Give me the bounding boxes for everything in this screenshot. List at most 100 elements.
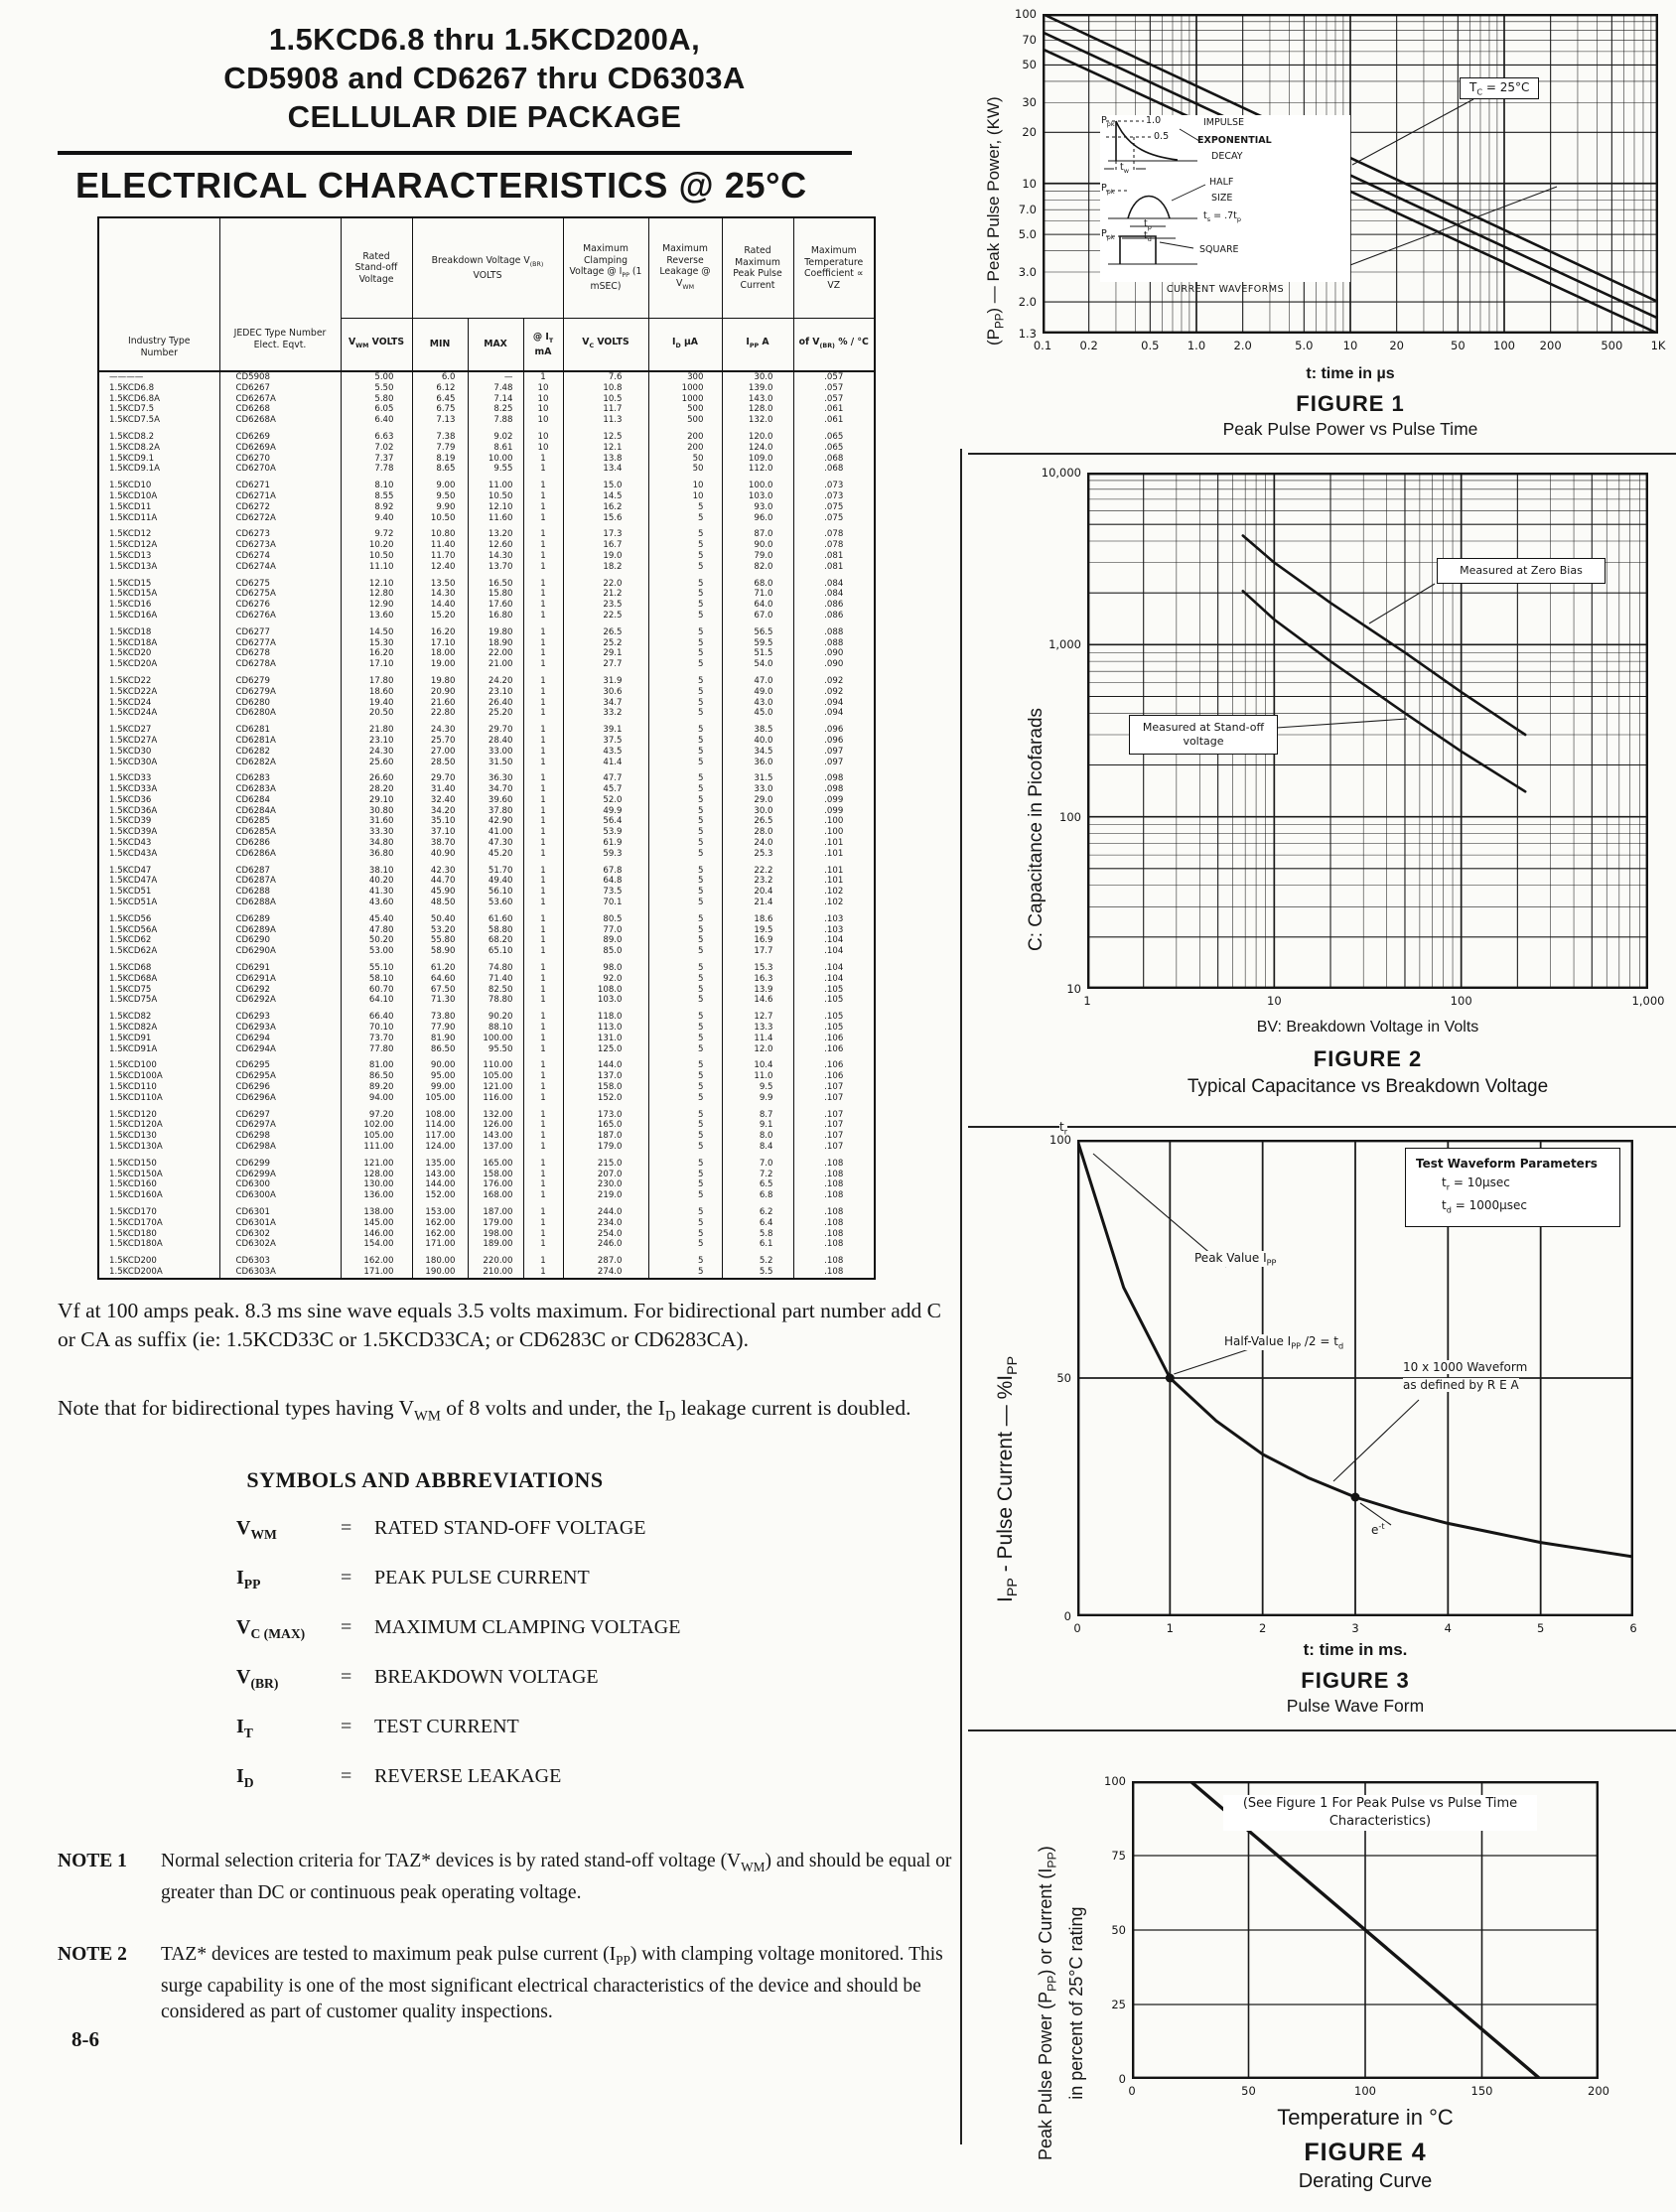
table-cell: 9.5: [721, 1082, 793, 1093]
table-cell: 1: [522, 913, 563, 925]
x-tick-label: 1,000: [1631, 994, 1665, 1008]
table-row: 1.5KCD6.8 CD6267 5.50 6.12 7.48 10 10.8 1000 139…: [97, 382, 875, 394]
table-cell: 1.5KCD9.1: [97, 453, 219, 465]
table-cell: 15.80: [467, 589, 523, 601]
table-row: 1.5KCD56 CD6289 45.40 50.40 61.60 1 80.5 5 18.6.…: [97, 913, 875, 925]
fig3-peak-value-label: Peak Value IPP: [1194, 1251, 1277, 1268]
table-cell: 23.2: [721, 876, 793, 888]
table-cell: 1.5KCD82A: [97, 1023, 219, 1034]
table-row: 1.5KCD43 CD6286 34.80 38.70 47.30 1 61.9 5 24.0.…: [97, 838, 875, 849]
table-cell: CD6273: [218, 529, 341, 541]
table-cell: CD6290A: [218, 946, 341, 958]
table-cell: 39.60: [467, 794, 523, 806]
current-waveforms-caption: CURRENT WAVEFORMS: [1166, 284, 1285, 295]
table-cell: 1: [522, 626, 563, 638]
table-cell: 48.50: [411, 898, 468, 908]
table-cell: CD6275: [218, 578, 341, 590]
table-cell: 86.50: [411, 1043, 468, 1055]
table-row: 1.5KCD62A CD6290A 53.00 58.90 65.10 1 85.0 5 17.…: [97, 946, 875, 958]
y-tick-label: 100: [1015, 7, 1037, 21]
note-2: NOTE 2 TAZ* devices are tested to maximu…: [58, 1942, 956, 2025]
table-cell: 25.60: [340, 757, 412, 768]
table-row: 1.5KCD120A CD6297A 102.00 114.00 126.00 1 165.…: [97, 1120, 875, 1132]
table-cell: 7.88: [467, 415, 523, 426]
table-row: 1.5KCD47 CD6287 38.10 42.30 51.70 1 67.8 5 22.2.…: [97, 865, 875, 877]
table-cell: 55.10: [340, 963, 412, 974]
table-cell: 21.60: [411, 697, 468, 709]
table-cell: 5: [647, 512, 722, 524]
table-cell: CD6270: [218, 453, 341, 465]
x-tick-label: 100: [1450, 994, 1472, 1008]
table-cell: 10: [522, 393, 563, 405]
table-cell: 6.05: [340, 404, 412, 416]
table-cell: 5: [647, 648, 722, 660]
figures-panel: (PPP) — Peak Pulse Power, (KW): [960, 0, 1676, 2210]
table-cell: 1: [522, 1023, 563, 1034]
table-cell: CD6269: [218, 431, 341, 443]
y-tick-label: 75: [1111, 1849, 1126, 1863]
col-header-vc: VC VOLTS: [562, 318, 648, 372]
table-cell: CD6288A: [218, 898, 341, 908]
table-cell: 16.2: [562, 501, 648, 513]
table-cell: 219.0: [562, 1190, 648, 1201]
table-cell: 16.20: [340, 648, 412, 660]
table-cell: 12.40: [411, 561, 468, 573]
table-cell: 56.10: [467, 887, 523, 899]
table-row: 1.5KCD9.1 CD6270 7.37 8.19 10.00 1 13.8 50 109.0…: [97, 453, 875, 465]
table-cell: 108.00: [411, 1109, 468, 1121]
table-cell: 1: [522, 464, 563, 476]
table-cell: 36.30: [467, 773, 523, 785]
table-cell: 1: [522, 550, 563, 562]
table-cell: 58.90: [411, 946, 468, 958]
inset-tp-label: tp: [1144, 218, 1152, 231]
table-cell: 65.10: [467, 946, 523, 958]
table-cell: 15.3: [721, 963, 793, 974]
table-cell: 90.00: [411, 1060, 468, 1072]
table-cell: CD6303: [218, 1256, 341, 1267]
table-cell: .105: [792, 1023, 875, 1034]
col-header-peak-pulse: Rated Maximum Peak Pulse Current: [721, 217, 793, 319]
table-row: 1.5KCD170 CD6301 138.00 153.00 187.00 1 244.0 5…: [97, 1206, 875, 1218]
table-cell: .092: [792, 675, 875, 687]
col-header-vwm: VWM VOLTS: [340, 318, 412, 372]
table-row: 1.5KCD15 CD6275 12.10 13.50 16.50 1 22.0 5 68.0.…: [97, 578, 875, 590]
table-cell: 5: [647, 589, 722, 601]
table-group-spacer: [97, 1152, 875, 1159]
table-cell: 1: [522, 1169, 563, 1180]
table-cell: 95.00: [411, 1071, 468, 1083]
table-cell: 11.10: [340, 561, 412, 573]
table-cell: 67.50: [411, 984, 468, 996]
table-row: 1.5KCD33A CD6283A 28.20 31.40 34.70 1 45.7 5 33.…: [97, 784, 875, 795]
table-cell: 67.8: [562, 865, 648, 877]
figure-1-section: (PPP) — Peak Pulse Power, (KW): [968, 7, 1676, 449]
table-cell: CD6268A: [218, 415, 341, 426]
table-cell: CD6295A: [218, 1071, 341, 1083]
table-cell: 1.5KCD150: [97, 1158, 219, 1170]
table-cell: 7.37: [340, 453, 412, 465]
inset-1-0-label: 1.0: [1146, 115, 1162, 126]
table-cell: 1.5KCD62A: [97, 946, 219, 958]
table-cell: 58.80: [467, 924, 523, 936]
table-cell: 5: [647, 1256, 722, 1267]
table-cell: 87.0: [721, 529, 793, 541]
table-cell: 152.00: [411, 1190, 468, 1201]
table-cell: 5: [647, 794, 722, 806]
inset-square-label: SQUARE: [1199, 244, 1239, 255]
table-cell: 118.0: [562, 1012, 648, 1024]
table-cell: 81.00: [340, 1060, 412, 1072]
col-header-it: @ IT mA: [522, 318, 563, 372]
table-cell: 120.0: [721, 431, 793, 443]
table-cell: 124.00: [411, 1142, 468, 1153]
x-tick-label: 2: [1258, 1621, 1267, 1635]
table-cell: 34.70: [467, 784, 523, 795]
table-cell: 5: [647, 578, 722, 590]
table-cell: 5: [647, 984, 722, 996]
page-title-line-3: CELLULAR DIE PACKAGE: [287, 99, 682, 134]
symbol-definition: IPP = PEAK PULSE CURRENT: [236, 1567, 590, 1591]
table-row: 1.5KCD39 CD6285 31.60 35.10 42.90 1 56.4 5 26.5.…: [97, 816, 875, 828]
table-cell: 14.6: [721, 995, 793, 1007]
table-cell: 1: [522, 453, 563, 465]
table-cell: 19.0: [562, 550, 648, 562]
table-cell: 45.40: [340, 913, 412, 925]
table-cell: 189.00: [467, 1239, 523, 1251]
